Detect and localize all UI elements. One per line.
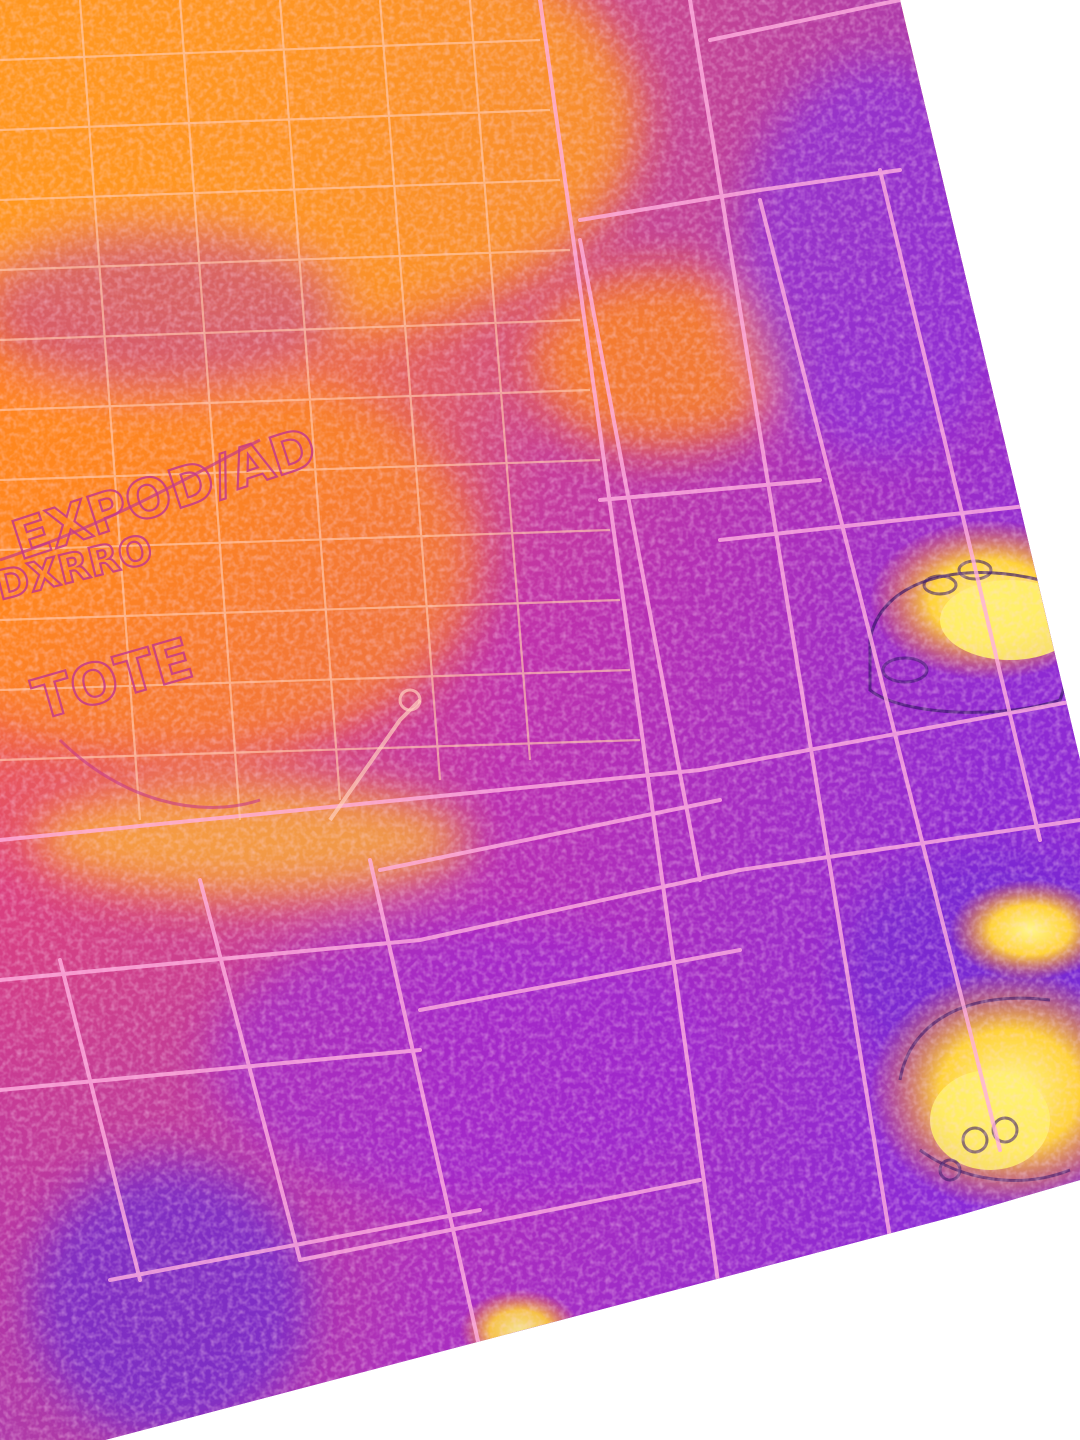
thermal-photo: EXPOD/AD DXRRO TOTE: [0, 0, 1080, 1440]
thermal-photo-canvas: EXPOD/AD DXRRO TOTE: [0, 0, 1080, 1440]
